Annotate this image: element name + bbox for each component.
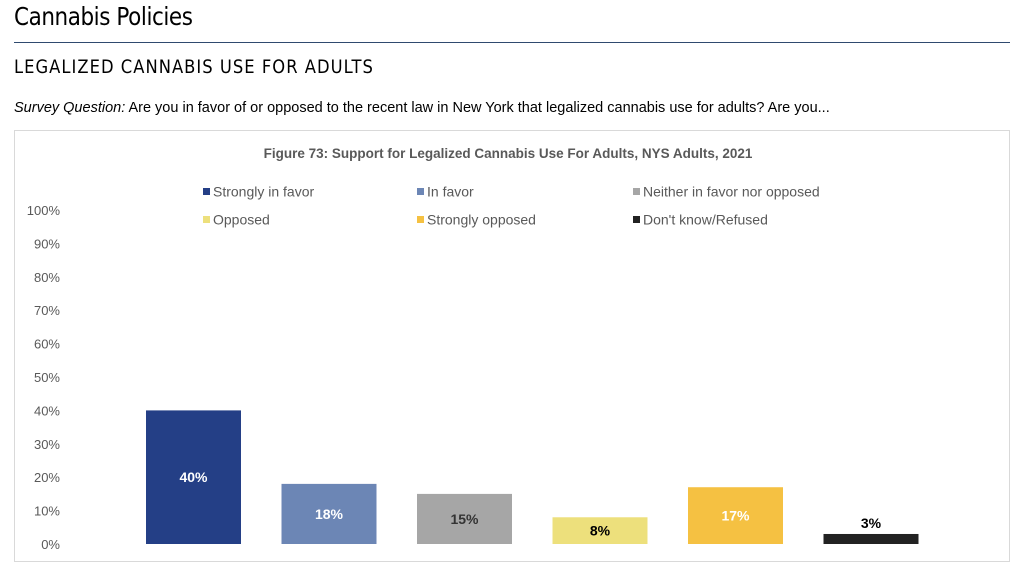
y-tick-label: 40%	[34, 403, 60, 418]
bar	[688, 487, 783, 544]
y-tick-label: 30%	[34, 437, 60, 452]
legend-label: Don't know/Refused	[643, 212, 768, 228]
y-tick-label: 60%	[34, 337, 60, 352]
legend-label: Strongly opposed	[427, 212, 536, 228]
chart-title: Figure 73: Support for Legalized Cannabi…	[264, 146, 753, 161]
bar	[281, 483, 377, 544]
legend-swatch	[417, 188, 424, 195]
bar	[552, 517, 648, 544]
bar-data-label: 8%	[590, 523, 611, 539]
y-tick-label: 0%	[41, 537, 60, 552]
y-tick-label: 100%	[27, 203, 61, 218]
page-title: Cannabis Policies	[14, 2, 193, 31]
y-tick-label: 70%	[34, 303, 60, 318]
y-tick-label: 90%	[34, 236, 60, 251]
y-tick-label: 80%	[34, 270, 60, 285]
legend-swatch	[203, 188, 210, 195]
legend-label: In favor	[427, 184, 474, 200]
legend-swatch	[203, 216, 210, 223]
y-tick-label: 20%	[34, 470, 60, 485]
survey-question-text: Are you in favor of or opposed to the re…	[128, 100, 830, 116]
legend-label: Opposed	[213, 212, 270, 228]
section-title: LEGALIZED CANNABIS USE FOR ADULTS	[14, 56, 374, 78]
legend-swatch	[633, 216, 640, 223]
bar	[823, 533, 919, 544]
bar-data-label: 15%	[450, 511, 479, 527]
survey-question: Survey Question: Are you in favor of or …	[14, 100, 830, 116]
legend-swatch	[417, 216, 424, 223]
chart-frame	[14, 130, 1010, 562]
y-tick-label: 50%	[34, 370, 60, 385]
legend-label: Strongly in favor	[213, 184, 314, 200]
survey-question-label: Survey Question:	[14, 100, 126, 116]
bar-data-label: 3%	[861, 515, 882, 531]
legend-label: Neither in favor nor opposed	[643, 184, 820, 200]
legend-swatch	[633, 188, 640, 195]
bar	[417, 493, 512, 544]
y-tick-label: 10%	[34, 504, 60, 519]
bar-data-label: 40%	[179, 469, 208, 485]
title-divider	[14, 42, 1010, 43]
bar-data-label: 17%	[721, 508, 750, 524]
bar-data-label: 18%	[315, 506, 344, 522]
bar	[146, 410, 241, 544]
